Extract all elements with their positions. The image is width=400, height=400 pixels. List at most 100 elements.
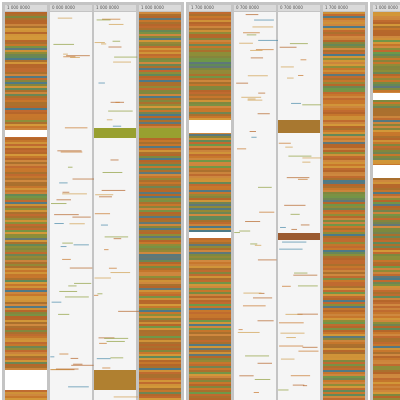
stripe — [5, 366, 47, 368]
stripe — [189, 138, 231, 140]
stripe — [139, 364, 181, 366]
stripe — [5, 392, 47, 394]
stripe — [373, 254, 400, 256]
stripe — [373, 88, 400, 90]
band — [189, 232, 231, 238]
stripe — [5, 314, 47, 316]
stripe — [323, 224, 365, 226]
stripe — [56, 199, 71, 201]
stripe — [189, 306, 231, 308]
stripe — [139, 74, 181, 76]
stripe — [189, 298, 231, 300]
stripe — [323, 366, 365, 368]
stripe — [291, 228, 298, 230]
stripe — [69, 223, 85, 225]
stripe — [373, 290, 400, 292]
stripe — [5, 316, 47, 318]
stripe — [323, 128, 365, 130]
stripe — [139, 278, 181, 280]
stripe — [189, 212, 231, 214]
stripe — [139, 242, 181, 244]
stripe — [373, 318, 400, 320]
stripe — [139, 82, 181, 84]
stripe — [5, 326, 47, 328]
stripe — [54, 214, 79, 216]
stripe — [5, 36, 47, 38]
stripe — [189, 22, 231, 24]
stripe — [189, 182, 231, 184]
stripe — [323, 298, 365, 300]
stripe — [5, 288, 47, 290]
stripe — [99, 196, 112, 198]
stripe — [5, 390, 47, 392]
stripe — [60, 151, 83, 153]
stripe — [373, 272, 400, 274]
stripe — [139, 230, 181, 232]
stripe — [189, 302, 231, 304]
stripe — [189, 334, 231, 336]
stripe — [373, 298, 400, 300]
stripe — [257, 113, 270, 115]
stripe — [189, 20, 231, 22]
stripe — [189, 60, 231, 62]
stripe — [5, 38, 47, 40]
stripe — [5, 234, 47, 236]
stripe — [237, 331, 260, 333]
stripe — [139, 336, 181, 338]
stripe — [139, 240, 181, 242]
stripe — [373, 366, 400, 368]
stripe — [238, 329, 243, 331]
column-label: 1 000 0000 — [375, 5, 398, 10]
stripe — [373, 42, 400, 44]
stripe — [5, 308, 47, 310]
stripe — [323, 84, 365, 86]
stripe — [98, 82, 105, 84]
stripe — [373, 108, 400, 110]
stripe — [300, 59, 307, 61]
band — [278, 233, 320, 240]
stripe — [5, 260, 47, 262]
stripe — [5, 34, 47, 36]
stripe — [189, 224, 231, 226]
stripe — [139, 56, 181, 58]
stripe — [139, 40, 181, 42]
stripe — [5, 250, 47, 252]
stripe — [189, 386, 231, 388]
stripe — [189, 252, 231, 254]
stripe — [189, 40, 231, 42]
stripe — [323, 40, 365, 42]
stripe — [5, 24, 47, 26]
stripe — [247, 98, 256, 100]
stripe — [323, 212, 365, 214]
stripe — [104, 249, 109, 251]
column-header — [5, 5, 47, 11]
stripe — [323, 222, 365, 224]
stripe — [108, 267, 117, 269]
stripe — [72, 216, 91, 218]
stripe — [189, 264, 231, 266]
stripe — [139, 218, 181, 220]
stripe — [110, 357, 124, 359]
stripe — [189, 188, 231, 190]
stripe — [373, 334, 400, 336]
stripe — [5, 54, 47, 56]
stripe — [112, 125, 122, 127]
stripe — [373, 210, 400, 212]
stripe — [373, 120, 400, 122]
stripe — [189, 324, 231, 326]
stripe — [278, 142, 291, 144]
stripe — [323, 144, 365, 146]
stripe — [298, 74, 304, 76]
stripe — [373, 376, 400, 378]
stripe — [189, 320, 231, 322]
stripe — [5, 212, 47, 214]
stripe — [323, 278, 365, 280]
stripe — [5, 66, 47, 68]
column-header — [373, 5, 400, 11]
stripe — [323, 388, 365, 390]
stripe — [57, 17, 73, 19]
stripe — [373, 180, 400, 182]
stripe — [5, 142, 47, 144]
band — [189, 120, 231, 133]
stripe — [139, 290, 181, 292]
